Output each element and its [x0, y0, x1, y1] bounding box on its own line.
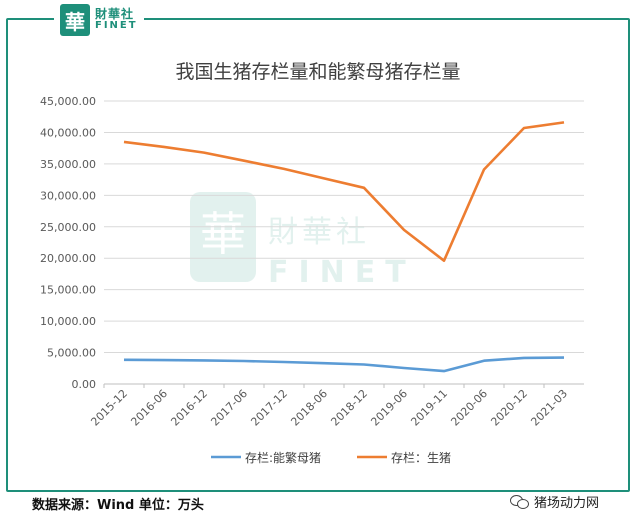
brand-cn: 財華社	[95, 7, 135, 21]
x-tick-label: 2019-06	[368, 387, 410, 429]
y-tick-label: 0.00	[72, 378, 97, 391]
x-tick-label: 2018-12	[328, 387, 370, 429]
series-line	[123, 356, 565, 373]
x-tick-label: 2016-06	[128, 387, 170, 429]
x-tick-label: 2019-11	[408, 387, 450, 429]
x-tick-label: 2015-12	[88, 387, 130, 429]
brand-en: FINET	[95, 20, 138, 31]
x-tick-label: 2021-03	[528, 387, 570, 429]
y-tick-label: 20,000.00	[40, 252, 96, 265]
y-tick-label: 40,000.00	[40, 126, 96, 139]
y-tick-label: 35,000.00	[40, 158, 96, 171]
legend-label: 存栏:能繁母猪	[245, 450, 321, 465]
svg-text:FINET: FINET	[268, 255, 416, 290]
watermark: 華 財華社 FINET	[190, 192, 416, 290]
chart-title: 我国生猪存栏量和能繁母猪存栏量	[175, 61, 460, 83]
finet-badge-icon: 華	[60, 4, 90, 36]
x-tick-label: 2017-06	[208, 387, 250, 429]
data-source: 数据来源：Wind 单位：万头	[32, 498, 204, 513]
x-tick-label: 2020-06	[448, 387, 490, 429]
series-line	[123, 121, 565, 263]
wechat-icon	[510, 494, 530, 510]
y-tick-label: 45,000.00	[40, 95, 96, 108]
x-tick-label: 2017-12	[248, 387, 290, 429]
svg-text:華: 華	[200, 207, 246, 261]
chart-frame	[6, 18, 630, 492]
finet-logo: 華 財華社 FINET	[54, 2, 144, 38]
legend-label: 存栏：生猪	[391, 450, 451, 465]
x-tick-label: 2020-12	[488, 387, 530, 429]
y-tick-label: 25,000.00	[40, 221, 96, 234]
y-tick-label: 30,000.00	[40, 189, 96, 202]
y-tick-label: 15,000.00	[40, 284, 96, 297]
y-tick-label: 10,000.00	[40, 315, 96, 328]
x-tick-label: 2016-12	[168, 387, 210, 429]
account-name: 猪场动力网	[534, 496, 600, 511]
wechat-account: 猪场动力网	[510, 492, 599, 511]
x-tick-label: 2018-06	[288, 387, 330, 429]
svg-text:財華社: 財華社	[268, 215, 370, 250]
y-tick-label: 5,000.00	[47, 347, 96, 360]
